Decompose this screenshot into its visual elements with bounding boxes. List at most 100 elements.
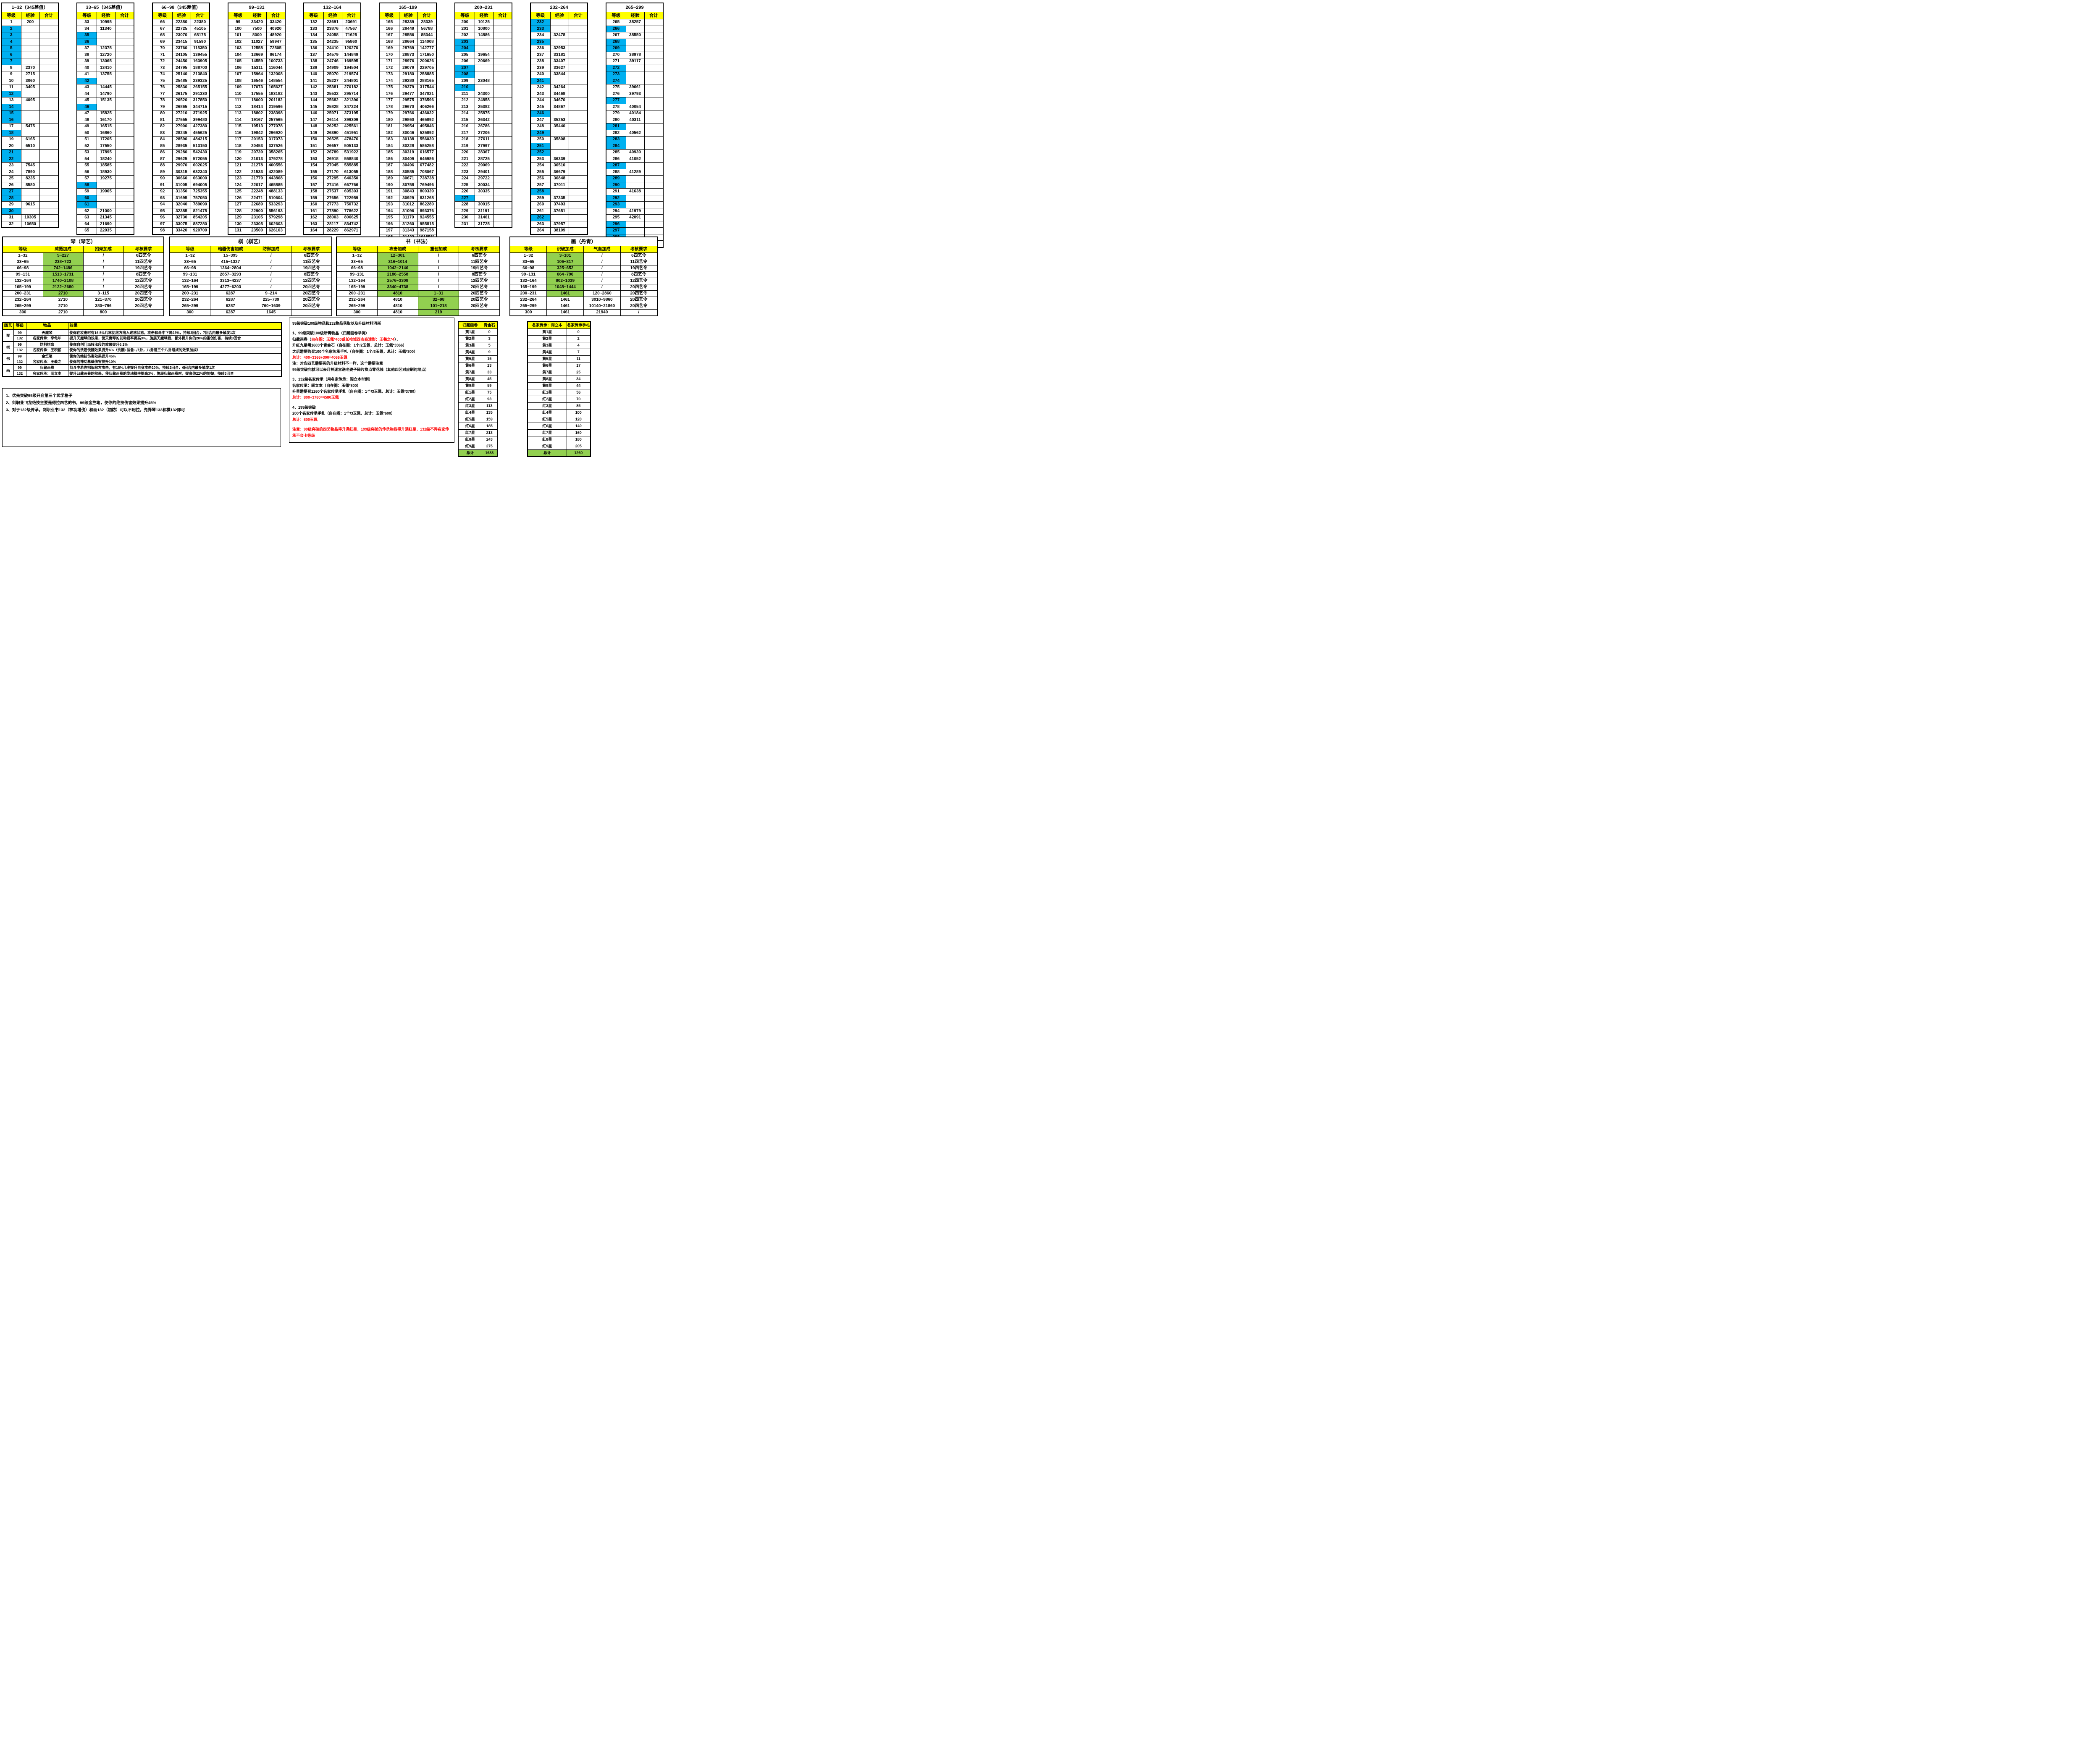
- level-cell: 189: [379, 175, 399, 182]
- level-cell: 110: [228, 90, 248, 97]
- exp-cell: 30315: [172, 168, 191, 176]
- level-row: 100 7500 40920: [228, 25, 286, 32]
- exp-cell: 37493: [550, 201, 569, 208]
- exp-cell: 18000: [247, 97, 267, 104]
- level-row: 281: [606, 123, 664, 130]
- note-text: 1、99级突破100级所需物品（归藏画卷举例）: [292, 331, 370, 336]
- total-cell: [493, 25, 512, 32]
- skill-bonus-table: 琴（琴艺） 等级 威慑加成 招架加成 考核要求 1~32 5~227/6四艺令 33~65 23…: [2, 236, 164, 316]
- total-cell: [39, 162, 59, 169]
- item-level-cell: 132: [13, 347, 26, 354]
- total-cell: [115, 77, 134, 84]
- exp-cell: 15311: [247, 64, 267, 71]
- level-cell: 145: [303, 103, 324, 110]
- level-row: 98 33420 920700: [152, 227, 210, 234]
- level-range-cell: 200~231: [2, 290, 43, 297]
- skill-table-header-row: 等级 暗器伤害加成 防御加成 考核要求: [169, 246, 332, 253]
- column-header: 经验: [625, 12, 645, 19]
- level-row: 259 37335: [530, 194, 588, 202]
- total-cell: 422089: [266, 168, 286, 176]
- total-cell: 556193: [266, 208, 286, 215]
- total-cell: 465892: [417, 116, 437, 123]
- total-cell: [644, 77, 664, 84]
- level-row: 36: [76, 38, 134, 45]
- total-cell: [568, 123, 588, 130]
- bonus-cell: 2710: [42, 303, 84, 310]
- requirement-cell: 12四艺令: [620, 278, 658, 284]
- requirement-cell: 6四艺令: [620, 252, 658, 259]
- bonus-cell: /: [83, 278, 124, 284]
- exp-cell: 23048: [474, 77, 494, 84]
- item-effect-cell: 使你在攻击时有16.5%几率使敌方陷入迷惑状态，攻击和命中下降23%，持续3回合…: [68, 329, 282, 336]
- exp-cell: 23691: [323, 19, 342, 26]
- level-cell: 78: [152, 97, 173, 104]
- cost-cell: 56: [566, 389, 591, 396]
- level-range-cell: 165~199: [2, 284, 43, 291]
- level-row: 68 23070 68175: [152, 32, 210, 39]
- exp-cell: 21345: [96, 214, 116, 221]
- level-range-cell: 33~65: [336, 259, 378, 265]
- total-cell: [568, 97, 588, 104]
- level-row: 88 29970 602025: [152, 162, 210, 169]
- material-total-row: 总计 1260: [527, 449, 591, 457]
- level-cell: 96: [152, 214, 173, 221]
- level-row: 193 31012 862280: [379, 201, 437, 208]
- total-cell: [644, 103, 664, 110]
- total-cell: 646986: [417, 155, 437, 163]
- level-row: 126 22471 510604: [228, 194, 286, 202]
- total-cell: 558840: [341, 155, 361, 163]
- level-row: 154 27045 585885: [303, 162, 361, 169]
- level-row: 252: [530, 149, 588, 156]
- level-cell-highlighted: 258: [530, 188, 551, 195]
- total-cell: 219596: [266, 103, 286, 110]
- level-cell-highlighted: 274: [606, 77, 626, 84]
- level-cell: 49: [76, 123, 97, 130]
- exp-cell: 14790: [96, 90, 116, 97]
- total-cell: [115, 129, 134, 137]
- total-cell: 379278: [266, 155, 286, 163]
- level-cell: 229: [454, 208, 475, 215]
- level-cell-highlighted: 246: [530, 110, 551, 117]
- level-range-cell: 132~164: [169, 278, 210, 284]
- total-cell: [644, 162, 664, 169]
- exp-cell: [625, 142, 645, 150]
- level-cell: 163: [303, 221, 324, 228]
- item-effect-cell: 战斗中若你招架敌方攻击，有18%几率提升自身攻击20%，持续2回合，6回合内最多…: [68, 364, 282, 371]
- exp-cell: [474, 194, 494, 202]
- level-cell: 169: [379, 45, 399, 52]
- level-cell: 31: [1, 214, 21, 221]
- level-row: 212 24858: [454, 97, 512, 104]
- level-cell-highlighted: 15: [1, 110, 21, 117]
- level-cell: 192: [379, 194, 399, 202]
- column-header: 考核要求: [123, 246, 164, 253]
- level-row: 82 27900 427380: [152, 123, 210, 130]
- exp-cell: 30319: [399, 149, 418, 156]
- bonus-cell: 2576~3308: [377, 278, 419, 284]
- level-cell: 209: [454, 77, 475, 84]
- level-row: 176 29477 347021: [379, 90, 437, 97]
- exp-cell: 37011: [550, 181, 569, 189]
- exp-cell: 34468: [550, 90, 569, 97]
- item-effect-cell: 使你的绝技伤害效果提升45%: [68, 352, 282, 360]
- level-cell-highlighted: 210: [454, 84, 475, 91]
- item-name-cell: 金竺笔: [26, 352, 68, 360]
- level-cell: 236: [530, 45, 551, 52]
- exp-cell: 24579: [323, 51, 342, 58]
- star-label-cell: 黄8星: [458, 376, 482, 383]
- column-header: 归藏画卷: [458, 321, 482, 329]
- total-cell: [115, 38, 134, 45]
- exp-cell: 30496: [399, 162, 418, 169]
- level-cell: 275: [606, 84, 626, 91]
- item-table-header-row: 四艺 等级 物品 效果: [2, 322, 282, 330]
- level-cell: 143: [303, 90, 324, 97]
- exp-cell: [550, 110, 569, 117]
- total-cell: [493, 194, 512, 202]
- level-row: 261 37651: [530, 208, 588, 215]
- level-cell: 118: [228, 142, 248, 150]
- level-cell: 57: [76, 175, 97, 182]
- exp-cell: 17205: [96, 136, 116, 143]
- level-cell-highlighted: 14: [1, 103, 21, 110]
- total-cell: 219574: [341, 71, 361, 78]
- requirement-cell: 20四艺令: [459, 297, 500, 303]
- total-cell: [493, 103, 512, 110]
